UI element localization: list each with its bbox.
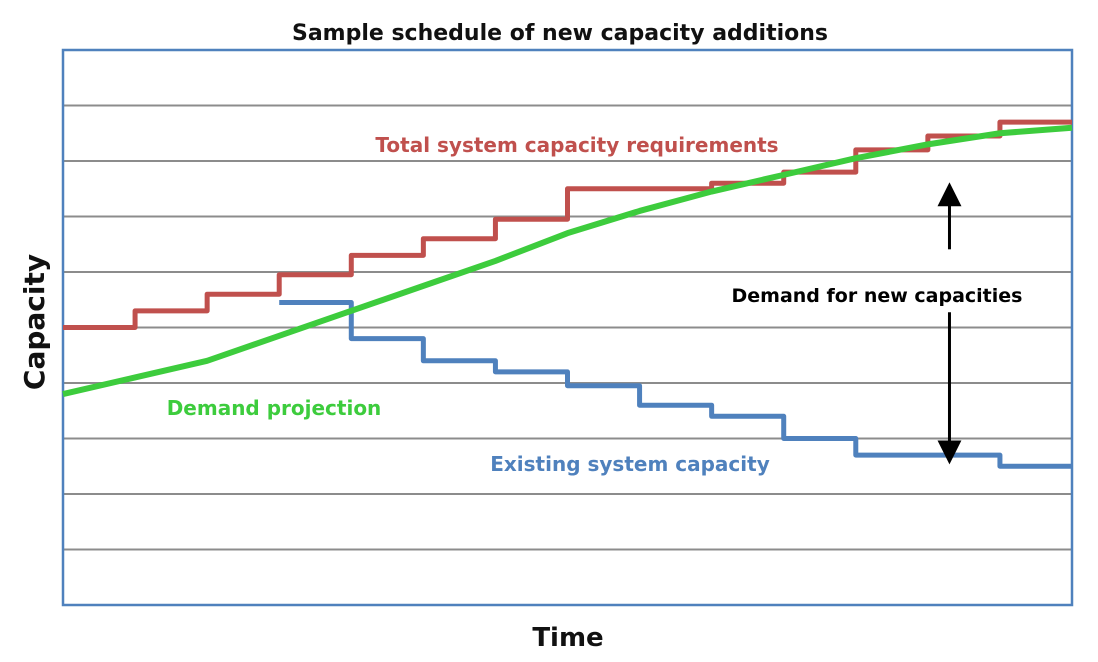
grid-lines bbox=[63, 104, 1072, 551]
series-label-existing: Existing system capacity bbox=[490, 452, 770, 476]
x-axis-label: Time bbox=[532, 623, 603, 653]
series-line-existing bbox=[279, 300, 1072, 469]
annotation-gap-label: Demand for new capacities bbox=[732, 285, 1023, 307]
series-label-demand: Demand projection bbox=[167, 396, 382, 420]
series-label-total: Total system capacity requirements bbox=[375, 133, 778, 157]
series-line-demand bbox=[62, 124, 1073, 398]
series-lines bbox=[62, 119, 1073, 469]
chart-title: Sample schedule of new capacity addition… bbox=[292, 21, 828, 46]
y-axis-label: Capacity bbox=[18, 254, 51, 390]
